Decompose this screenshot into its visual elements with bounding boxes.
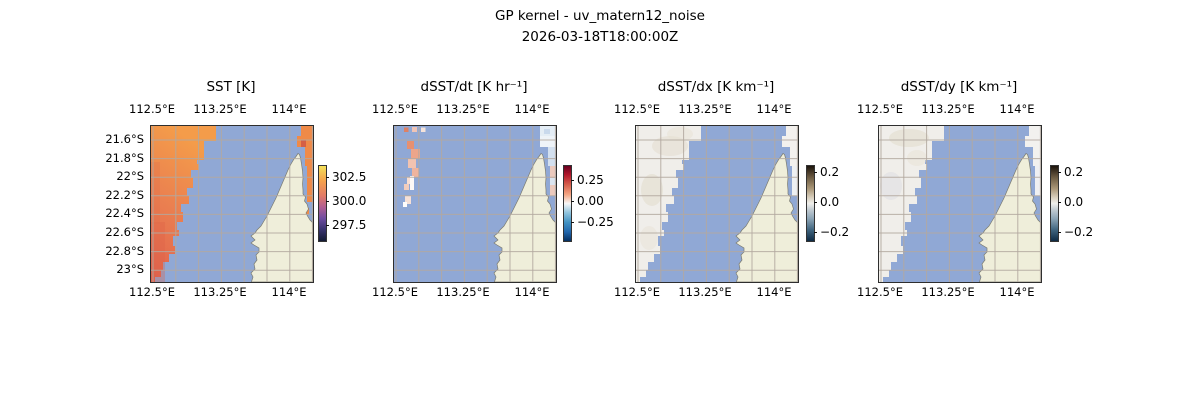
xtick-top: 112.5°E — [372, 102, 418, 116]
map-panel-dsst-dt — [393, 125, 557, 283]
map-panel-sst — [150, 125, 314, 283]
xtick-top: 113.25°E — [193, 102, 247, 116]
panel-title-dsst-dy: dSST/dy [K km⁻¹] — [900, 79, 1018, 95]
xtick-bottom: 112.5°E — [372, 285, 418, 299]
xtick-top: 112.5°E — [857, 102, 903, 116]
colorbar-dsst-dx-tick: −0.2 — [820, 225, 850, 239]
xtick-bottom: 112.5°E — [614, 285, 660, 299]
panel-title-dsst-dx: dSST/dx [K km⁻¹] — [657, 79, 775, 95]
ytick: 22.4°S — [105, 206, 144, 220]
xtick-bottom: 112.5°E — [129, 285, 175, 299]
xtick-bottom: 113.25°E — [678, 285, 732, 299]
colorbar-dsst-dt-tick: −0.25 — [577, 215, 614, 229]
colorbar-sst-tick: 300.0 — [332, 194, 367, 208]
colorbar-dsst-dx — [806, 165, 815, 242]
colorbar-dsst-dy-tick: 0.2 — [1064, 165, 1084, 179]
xtick-bottom: 113.25°E — [436, 285, 490, 299]
colorbar-sst-tick: 297.5 — [332, 218, 367, 232]
xtick-bottom: 114°E — [271, 285, 307, 299]
colorbar-sst — [318, 165, 327, 242]
colorbar-dsst-dy-tick: 0.0 — [1064, 195, 1084, 209]
panel-title-dsst-dt: dSST/dt [K hr⁻¹] — [420, 79, 528, 95]
figure-timestamp: 2026-03-18T18:00:00Z — [521, 29, 679, 45]
xtick-bottom: 114°E — [999, 285, 1035, 299]
colorbar-sst-tick: 302.5 — [332, 170, 367, 184]
colorbar-dsst-dx-tick: 0.2 — [820, 165, 840, 179]
dsst-dt-cluster — [403, 141, 420, 207]
ytick: 22.2°S — [105, 188, 144, 202]
colorbar-dsst-dx-tick: 0.0 — [820, 195, 840, 209]
map-panel-dsst-dx — [635, 125, 799, 283]
xtick-top: 113.25°E — [436, 102, 490, 116]
colorbar-dsst-dt-tick: 0.00 — [577, 194, 604, 208]
xtick-top: 114°E — [999, 102, 1035, 116]
ytick: 22.6°S — [105, 225, 144, 239]
ytick: 21.6°S — [105, 132, 144, 146]
xtick-bottom: 114°E — [756, 285, 792, 299]
figure-title: GP kernel - uv_matern12_noise — [495, 8, 705, 24]
xtick-top: 114°E — [514, 102, 550, 116]
ytick: 22°S — [116, 169, 144, 183]
colorbar-dsst-dy — [1050, 165, 1059, 242]
xtick-top: 114°E — [756, 102, 792, 116]
xtick-bottom: 113.25°E — [193, 285, 247, 299]
xtick-top: 112.5°E — [614, 102, 660, 116]
colorbar-dsst-dt-tick: 0.25 — [577, 173, 604, 187]
ytick: 22.8°S — [105, 244, 144, 258]
xtick-bottom: 113.25°E — [921, 285, 975, 299]
xtick-top: 113.25°E — [678, 102, 732, 116]
xtick-top: 112.5°E — [129, 102, 175, 116]
xtick-top: 113.25°E — [921, 102, 975, 116]
map-panel-dsst-dy — [878, 125, 1042, 283]
xtick-top: 114°E — [271, 102, 307, 116]
panel-title-sst: SST [K] — [206, 79, 256, 95]
xtick-bottom: 112.5°E — [857, 285, 903, 299]
ytick: 21.8°S — [105, 151, 144, 165]
ytick: 23°S — [116, 262, 144, 276]
colorbar-dsst-dt — [563, 165, 572, 242]
xtick-bottom: 114°E — [514, 285, 550, 299]
dsst-dt-cape-patches — [540, 126, 556, 196]
colorbar-dsst-dy-tick: −0.2 — [1064, 225, 1094, 239]
